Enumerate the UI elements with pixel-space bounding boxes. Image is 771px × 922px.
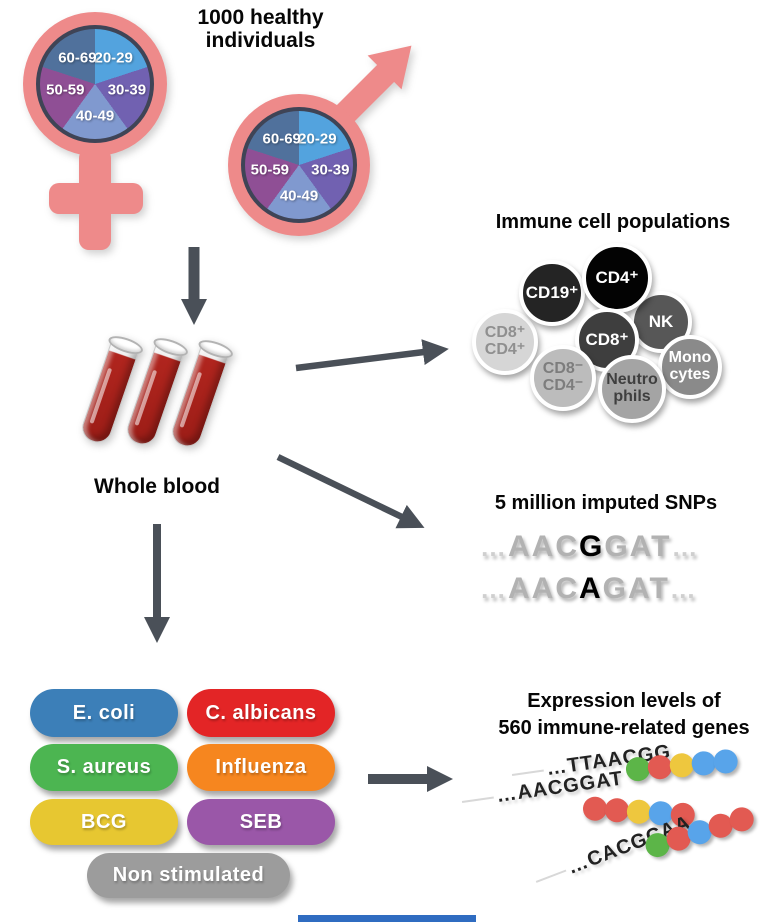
snp-sequence-1: …AACGGAT… [480, 530, 700, 563]
snp-variant-allele: G [579, 530, 605, 563]
stimulus-e-coli: E. coli [30, 689, 178, 737]
snps-title: 5 million imputed SNPs [494, 492, 718, 514]
snp-variant-allele: A [579, 572, 603, 605]
red-dot [604, 797, 630, 824]
cell-neutrophils: Neutro phils [598, 355, 666, 423]
expression-title: Expression levels of 560 immune-related … [468, 688, 771, 742]
stimulus-bcg: BCG [30, 799, 178, 845]
bottom-blue-bar [298, 915, 476, 922]
stimulus-seb: SEB [187, 799, 335, 845]
arrow-to-immune-cells-icon [295, 339, 449, 372]
stimulus-s-aureus: S. aureus [30, 744, 178, 791]
cell-cd4pos: CD4⁺ [582, 243, 652, 313]
stimulus-influenza: Influenza [187, 744, 335, 791]
cell-cd8neg-cd4neg: CD8⁻ CD4⁻ [530, 345, 596, 411]
blue-dot [712, 748, 739, 775]
immune-cells-title: Immune cell populations [495, 211, 731, 233]
stimulus-non-stimulated: Non stimulated [87, 853, 290, 898]
arrow-to-snps-icon [276, 454, 425, 529]
main-title: 1000 healthy individuals [158, 6, 363, 52]
main-title-line2: individuals [205, 29, 316, 52]
cell-monocytes: Mono cytes [658, 335, 722, 399]
snp-sequence-2: …AACAGAT… [480, 572, 698, 605]
expression-title-line1: Expression levels of [527, 690, 721, 712]
cell-cd8pos-cd4pos: CD8⁺ CD4⁺ [472, 309, 538, 375]
whole-blood-label: Whole blood [94, 475, 220, 498]
expression-title-line2: 560 immune-related genes [498, 717, 750, 739]
main-title-line1: 1000 healthy [197, 6, 324, 29]
stimulus-c-albicans: C. albicans [187, 689, 335, 737]
cell-cd19pos: CD19⁺ [519, 260, 585, 326]
